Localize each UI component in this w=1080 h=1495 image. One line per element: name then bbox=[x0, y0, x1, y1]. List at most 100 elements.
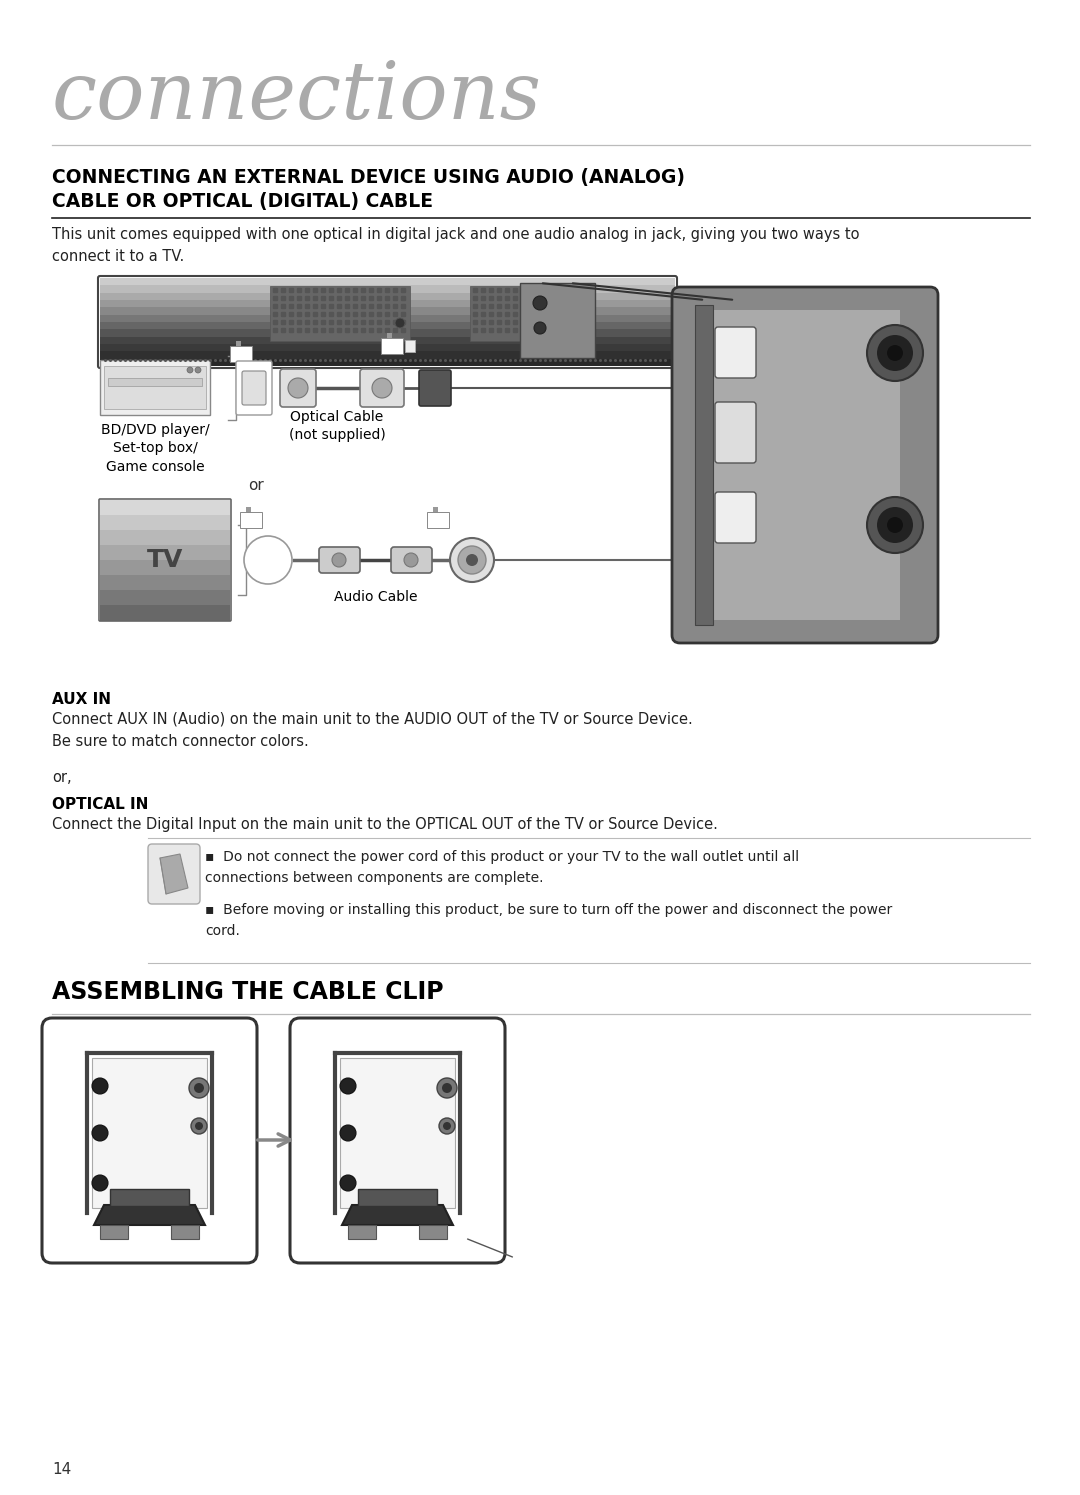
Text: CABLE OR OPTICAL (DIGITAL) CABLE: CABLE OR OPTICAL (DIGITAL) CABLE bbox=[52, 191, 433, 211]
Bar bbox=[100, 360, 210, 416]
Polygon shape bbox=[160, 854, 188, 894]
Bar bbox=[100, 314, 675, 323]
Bar bbox=[240, 511, 262, 528]
Bar bbox=[100, 576, 230, 591]
Circle shape bbox=[332, 553, 346, 567]
FancyBboxPatch shape bbox=[42, 1018, 257, 1263]
Text: BD/DVD player/
Set-top box/
Game console: BD/DVD player/ Set-top box/ Game console bbox=[100, 423, 210, 474]
Circle shape bbox=[887, 517, 903, 534]
Bar bbox=[433, 507, 438, 513]
Bar bbox=[419, 1224, 447, 1239]
Bar bbox=[405, 339, 415, 351]
Bar bbox=[100, 321, 675, 330]
Circle shape bbox=[458, 546, 486, 574]
Circle shape bbox=[195, 366, 201, 372]
Bar bbox=[100, 605, 230, 620]
Bar bbox=[100, 286, 675, 293]
Bar bbox=[100, 336, 675, 344]
Bar bbox=[348, 1224, 376, 1239]
Bar bbox=[100, 278, 675, 286]
Circle shape bbox=[887, 345, 903, 360]
Circle shape bbox=[450, 538, 494, 582]
Bar bbox=[100, 561, 230, 576]
Bar bbox=[100, 514, 230, 531]
Bar bbox=[104, 366, 206, 410]
Circle shape bbox=[442, 1082, 453, 1093]
Circle shape bbox=[244, 537, 292, 585]
Bar bbox=[270, 286, 410, 341]
Circle shape bbox=[877, 507, 913, 543]
FancyBboxPatch shape bbox=[237, 360, 272, 416]
Text: AUX IN: AUX IN bbox=[52, 692, 111, 707]
Bar bbox=[100, 591, 230, 605]
Bar bbox=[230, 345, 252, 362]
FancyBboxPatch shape bbox=[715, 327, 756, 378]
FancyBboxPatch shape bbox=[242, 371, 266, 405]
Bar bbox=[710, 309, 900, 620]
Circle shape bbox=[189, 1078, 210, 1097]
Bar bbox=[357, 1189, 437, 1206]
Text: This unit comes equipped with one optical in digital jack and one audio analog i: This unit comes equipped with one optica… bbox=[52, 227, 860, 265]
Bar bbox=[246, 507, 251, 513]
Bar bbox=[427, 511, 449, 528]
Circle shape bbox=[465, 555, 478, 567]
Bar bbox=[100, 531, 230, 546]
Circle shape bbox=[194, 1082, 204, 1093]
Circle shape bbox=[372, 378, 392, 398]
Bar bbox=[100, 308, 675, 315]
FancyBboxPatch shape bbox=[419, 369, 451, 407]
Text: Optical Cable
(not supplied): Optical Cable (not supplied) bbox=[288, 410, 386, 443]
Bar bbox=[110, 1189, 189, 1206]
Circle shape bbox=[437, 1078, 457, 1097]
Text: A: A bbox=[232, 347, 240, 357]
Circle shape bbox=[443, 1123, 451, 1130]
Text: Connect AUX IN (Audio) on the main unit to the AUDIO OUT of the TV or Source Dev: Connect AUX IN (Audio) on the main unit … bbox=[52, 712, 692, 749]
Text: A: A bbox=[429, 513, 436, 523]
Text: A: A bbox=[383, 339, 391, 348]
FancyBboxPatch shape bbox=[280, 369, 316, 407]
Bar bbox=[100, 351, 675, 359]
FancyBboxPatch shape bbox=[391, 547, 432, 573]
Circle shape bbox=[867, 324, 923, 381]
Text: A: A bbox=[242, 513, 249, 523]
Text: Connect the Digital Input on the main unit to the OPTICAL OUT of the TV or Sourc: Connect the Digital Input on the main un… bbox=[52, 816, 718, 833]
FancyBboxPatch shape bbox=[672, 287, 939, 643]
FancyBboxPatch shape bbox=[319, 547, 360, 573]
Circle shape bbox=[92, 1078, 108, 1094]
Polygon shape bbox=[94, 1205, 205, 1224]
Circle shape bbox=[340, 1175, 356, 1192]
Text: OPTICAL IN: OPTICAL IN bbox=[52, 797, 148, 812]
Text: or,: or, bbox=[52, 770, 71, 785]
Circle shape bbox=[187, 366, 193, 372]
Text: CONNECTING AN EXTERNAL DEVICE USING AUDIO (ANALOG): CONNECTING AN EXTERNAL DEVICE USING AUDI… bbox=[52, 167, 685, 187]
Bar bbox=[100, 293, 675, 300]
Polygon shape bbox=[342, 1205, 453, 1224]
Circle shape bbox=[438, 1118, 455, 1135]
FancyBboxPatch shape bbox=[715, 402, 756, 463]
Bar bbox=[92, 1058, 207, 1208]
Text: ▪  Do not connect the power cord of this product or your TV to the wall outlet u: ▪ Do not connect the power cord of this … bbox=[205, 851, 799, 885]
Bar bbox=[470, 286, 580, 341]
Circle shape bbox=[534, 296, 546, 309]
Circle shape bbox=[534, 321, 546, 333]
Bar bbox=[519, 283, 595, 357]
Text: 14: 14 bbox=[52, 1462, 71, 1477]
Circle shape bbox=[340, 1126, 356, 1141]
Bar bbox=[381, 338, 403, 354]
Text: Audio Cable: Audio Cable bbox=[334, 591, 418, 604]
Circle shape bbox=[395, 318, 405, 327]
FancyBboxPatch shape bbox=[360, 369, 404, 407]
Bar bbox=[108, 378, 202, 386]
Text: connections: connections bbox=[52, 57, 542, 135]
Circle shape bbox=[867, 496, 923, 553]
Circle shape bbox=[404, 553, 418, 567]
Bar bbox=[100, 329, 675, 338]
Bar bbox=[387, 333, 392, 339]
Bar bbox=[100, 499, 230, 516]
Circle shape bbox=[92, 1175, 108, 1192]
Text: TV: TV bbox=[147, 549, 184, 573]
Text: or: or bbox=[248, 478, 264, 493]
Bar bbox=[340, 1058, 455, 1208]
Bar bbox=[100, 359, 675, 366]
FancyBboxPatch shape bbox=[715, 492, 756, 543]
